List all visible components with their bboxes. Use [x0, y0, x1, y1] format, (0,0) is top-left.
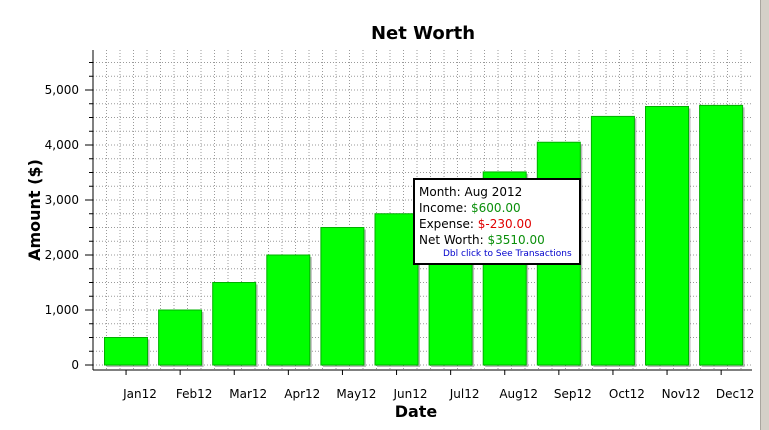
- y-tick-label: 0: [71, 358, 79, 372]
- tooltip-expense-row: Expense: $-230.00: [419, 216, 579, 232]
- tooltip-hint[interactable]: Dbl click to See Transactions: [443, 249, 572, 259]
- bar-may12[interactable]: [320, 227, 365, 366]
- x-tick-label: May12: [336, 387, 376, 401]
- x-tick-label: Mar12: [229, 387, 267, 401]
- x-tick-label: Jul12: [449, 387, 480, 401]
- y-tick-label: 1,000: [45, 303, 79, 317]
- tooltip-month-row: Month: Aug 2012: [419, 184, 579, 200]
- tooltip-networth-label: Net Worth:: [419, 233, 484, 247]
- bar-feb12[interactable]: [158, 309, 203, 366]
- tooltip-expense-label: Expense:: [419, 217, 474, 231]
- tooltip-month-label: Month:: [419, 185, 461, 199]
- bar-jun12[interactable]: [374, 213, 419, 366]
- tooltip-income-row: Income: $600.00: [419, 200, 579, 216]
- y-tick-label: 2,000: [45, 248, 79, 262]
- bar-jan12[interactable]: [104, 337, 148, 366]
- bar-dec12[interactable]: [699, 104, 744, 366]
- y-axis-title: Amount ($): [25, 159, 44, 261]
- x-tick-label: Aug12: [499, 387, 538, 401]
- x-tick-label: Jun12: [392, 387, 427, 401]
- x-tick-label: Jan12: [122, 387, 157, 401]
- y-tick-label: 5,000: [45, 83, 79, 97]
- bar-oct12[interactable]: [590, 115, 635, 366]
- tooltip-month-value: Aug 2012: [464, 185, 523, 199]
- tooltip-networth-value: $3510.00: [487, 233, 545, 247]
- y-tick-label: 3,000: [45, 193, 79, 207]
- tooltip-income-value: $600.00: [471, 201, 521, 215]
- tooltip-income-label: Income:: [419, 201, 468, 215]
- bar-mar12[interactable]: [212, 282, 257, 366]
- y-tick-label: 4,000: [45, 138, 79, 152]
- x-tick-label: Apr12: [284, 387, 320, 401]
- x-tick-label: Dec12: [716, 387, 755, 401]
- bar-tooltip: Month: Aug 2012 Income: $600.00 Expense:…: [413, 178, 581, 265]
- x-tick-label: Feb12: [176, 387, 213, 401]
- tooltip-networth-row: Net Worth: $3510.00: [419, 232, 579, 248]
- x-axis-title: Date: [395, 402, 438, 421]
- bar-nov12[interactable]: [645, 106, 689, 366]
- x-tick-label: Nov12: [662, 387, 701, 401]
- tooltip-expense-value: $-230.00: [477, 217, 532, 231]
- bar-apr12[interactable]: [266, 254, 311, 366]
- x-tick-label: Sep12: [554, 387, 592, 401]
- plot-area[interactable]: Jan12 Feb12 Mar12 Apr12 May12 Jun12 Jul12 Aug12…: [45, 50, 755, 401]
- x-tick-label: Oct12: [609, 387, 645, 401]
- chart-title: Net Worth: [371, 23, 475, 44]
